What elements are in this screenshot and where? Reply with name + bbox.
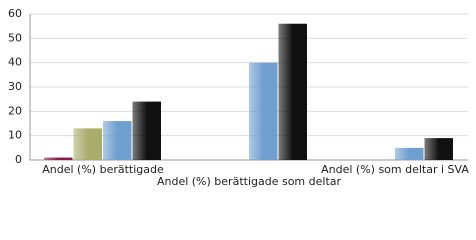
y-tick-label: 60 [8, 7, 22, 20]
bar [132, 101, 161, 160]
x-tick-label: Andel (%) berättigade som deltar [157, 175, 342, 188]
bar [103, 121, 132, 160]
bar [395, 147, 424, 160]
bar [424, 138, 453, 160]
bar [249, 62, 278, 160]
y-tick-label: 40 [8, 56, 22, 69]
bar [73, 128, 102, 160]
y-tick-label: 20 [8, 104, 22, 117]
bar [44, 157, 73, 160]
x-tick-label: Andel (%) som deltar i SVA [321, 163, 469, 176]
y-tick-label: 0 [15, 153, 22, 166]
y-tick-label: 10 [8, 129, 22, 142]
y-tick-label: 30 [8, 80, 22, 93]
bar [278, 23, 307, 160]
y-tick-label: 50 [8, 31, 22, 44]
x-tick-label: Andel (%) berättigade [42, 163, 164, 176]
